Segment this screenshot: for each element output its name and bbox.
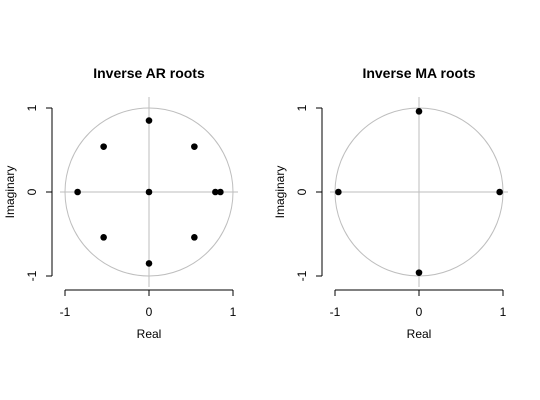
root-point <box>100 234 107 241</box>
root-point <box>145 117 153 124</box>
x-tick-label: 0 <box>146 305 153 319</box>
y-axis-label: Imaginary <box>273 166 287 219</box>
root-point <box>415 108 423 115</box>
y-axis: 1 0 -1 Imaginary <box>3 104 53 281</box>
x-tick-label: 1 <box>230 305 237 319</box>
root-point <box>74 188 81 196</box>
root-point <box>191 234 198 241</box>
x-axis-label: Real <box>407 327 432 341</box>
x-tick-label: 1 <box>500 305 507 319</box>
y-axis-label: Imaginary <box>3 166 17 219</box>
root-point <box>145 188 153 196</box>
y-tick-label: -1 <box>295 270 309 281</box>
root-point <box>212 188 219 196</box>
y-tick-label: 0 <box>295 188 309 195</box>
root-point <box>335 188 342 196</box>
panel-title: Inverse AR roots <box>93 65 205 81</box>
x-tick-label: -1 <box>60 305 71 319</box>
x-axis-label: Real <box>137 327 162 341</box>
y-tick-label: 1 <box>295 104 309 111</box>
root-points <box>335 108 503 276</box>
y-tick-label: -1 <box>25 270 39 281</box>
root-point <box>100 143 107 150</box>
x-tick-label: -1 <box>330 305 341 319</box>
root-point <box>191 143 198 150</box>
y-axis: 1 0 -1 Imaginary <box>273 104 323 281</box>
panel-title: Inverse MA roots <box>362 65 475 81</box>
panel-ma-roots: Inverse MA roots -1 0 1 Real 1 0 -1 Imag… <box>273 65 508 341</box>
panel-ar-roots: Inverse AR roots -1 0 1 Real 1 0 -1 Imag… <box>3 65 238 341</box>
x-axis: -1 0 1 Real <box>330 289 507 341</box>
x-tick-label: 0 <box>416 305 423 319</box>
x-axis: -1 0 1 Real <box>60 289 237 341</box>
root-points <box>74 117 224 267</box>
root-point <box>496 188 503 196</box>
root-point <box>217 188 224 196</box>
root-point <box>415 269 423 276</box>
root-point <box>145 260 153 267</box>
y-tick-label: 0 <box>25 188 39 195</box>
y-tick-label: 1 <box>25 104 39 111</box>
